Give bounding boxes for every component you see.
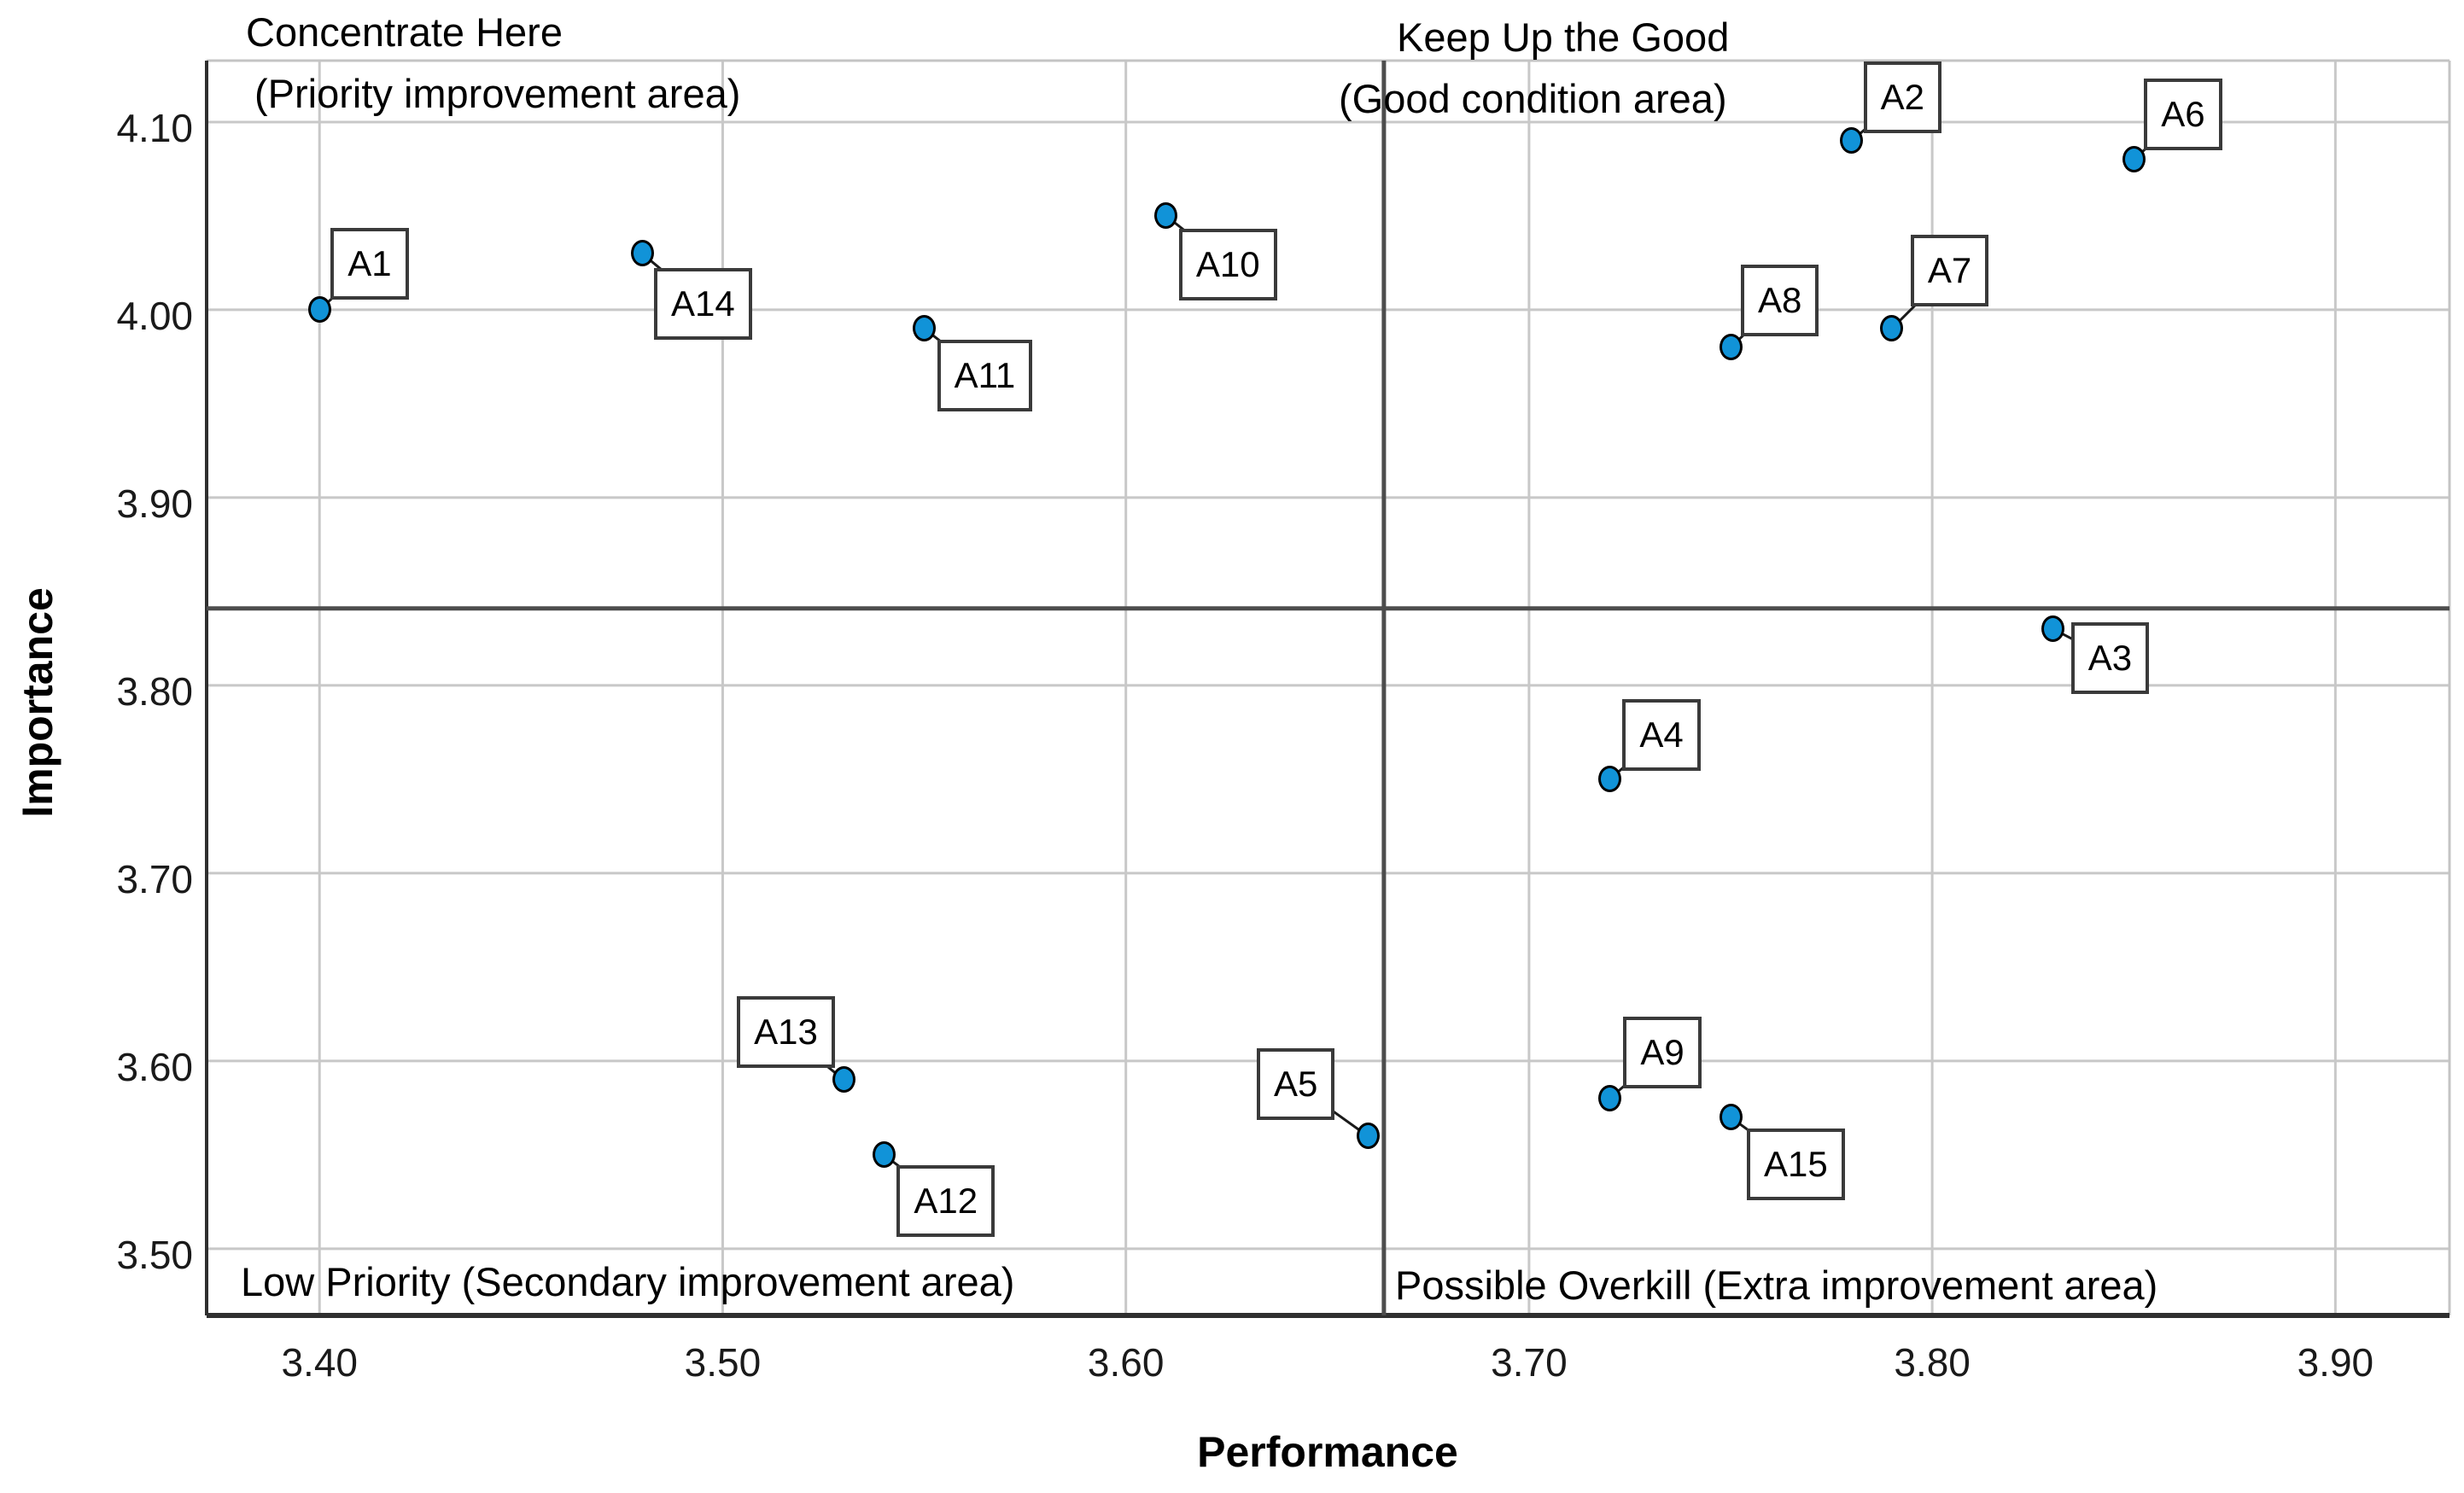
quadrant-label-concentrate-here: Concentrate Here (Priority improvement a… xyxy=(246,2,740,125)
point-label-A10: A10 xyxy=(1178,228,1277,301)
point-label-A9: A9 xyxy=(1623,1016,1702,1089)
x-tick-label: 3.60 xyxy=(1087,1340,1165,1385)
point-label-A7: A7 xyxy=(1910,234,1989,307)
quadrant-label-possible-overkill: Possible Overkill (Extra improvement are… xyxy=(1395,1263,2158,1308)
y-tick-label: 3.60 xyxy=(116,1044,193,1089)
data-point-A5 xyxy=(1356,1123,1380,1150)
point-label-A15: A15 xyxy=(1747,1128,1845,1201)
y-tick-label: 3.70 xyxy=(116,856,193,901)
y-tick-label: 3.90 xyxy=(116,481,193,526)
point-label-A13: A13 xyxy=(737,995,835,1069)
y-tick-label: 3.80 xyxy=(116,668,193,714)
data-point-A4 xyxy=(1597,766,1621,793)
data-point-A9 xyxy=(1597,1085,1621,1112)
y-tick-label: 4.00 xyxy=(116,293,193,338)
point-label-A6: A6 xyxy=(2144,78,2222,151)
quadrant-label-line1: Concentrate Here xyxy=(246,9,563,55)
x-tick-label: 3.70 xyxy=(1491,1340,1568,1385)
x-tick-label: 3.40 xyxy=(281,1340,358,1385)
quadrant-label-line2: (Priority improvement area) xyxy=(254,71,741,116)
x-tick-label: 3.50 xyxy=(684,1340,762,1385)
data-point-A12 xyxy=(872,1141,896,1169)
y-tick-label: 4.10 xyxy=(116,105,193,150)
data-point-A8 xyxy=(1719,334,1743,361)
x-tick-label: 3.80 xyxy=(1894,1340,1971,1385)
data-point-A13 xyxy=(832,1066,855,1094)
point-label-A3: A3 xyxy=(2070,621,2150,695)
point-label-A1: A1 xyxy=(330,227,409,300)
quadrant-label-line1: Keep Up the Good xyxy=(1397,15,1730,60)
data-point-A6 xyxy=(2122,146,2146,173)
data-point-A14 xyxy=(630,240,654,267)
point-label-A14: A14 xyxy=(654,267,752,341)
point-label-A4: A4 xyxy=(1622,698,1701,772)
point-label-A2: A2 xyxy=(1863,61,1942,134)
x-tick-label: 3.90 xyxy=(2297,1340,2374,1385)
data-point-A1 xyxy=(307,296,331,324)
data-point-A11 xyxy=(913,315,937,342)
point-label-A11: A11 xyxy=(937,339,1033,412)
point-label-A5: A5 xyxy=(1257,1047,1335,1121)
quadrant-label-keep-up-the-good: Keep Up the Good (Good condition area) xyxy=(1339,7,1729,130)
y-tick-label: 3.50 xyxy=(116,1232,193,1277)
data-point-A10 xyxy=(1154,202,1178,230)
quadrant-label-line2: (Good condition area) xyxy=(1339,76,1727,121)
data-point-A15 xyxy=(1719,1104,1743,1131)
point-label-A12: A12 xyxy=(896,1164,996,1238)
data-point-A3 xyxy=(2041,615,2065,643)
x-axis-title: Performance xyxy=(1197,1428,1458,1476)
point-label-A8: A8 xyxy=(1741,264,1819,337)
quadrant-label-low-priority: Low Priority (Secondary improvement area… xyxy=(241,1259,1015,1304)
data-point-A7 xyxy=(1880,315,1904,342)
data-point-A2 xyxy=(1840,127,1864,155)
